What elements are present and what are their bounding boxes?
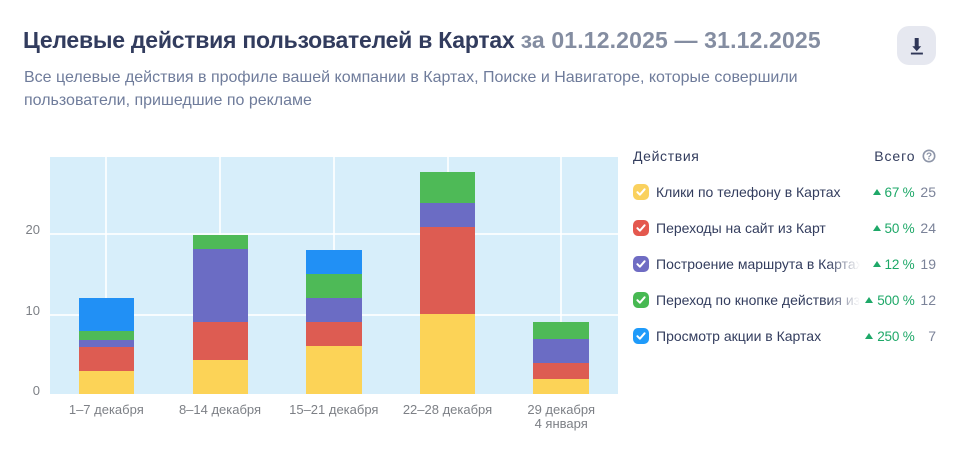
svg-text:?: ? bbox=[926, 152, 932, 163]
